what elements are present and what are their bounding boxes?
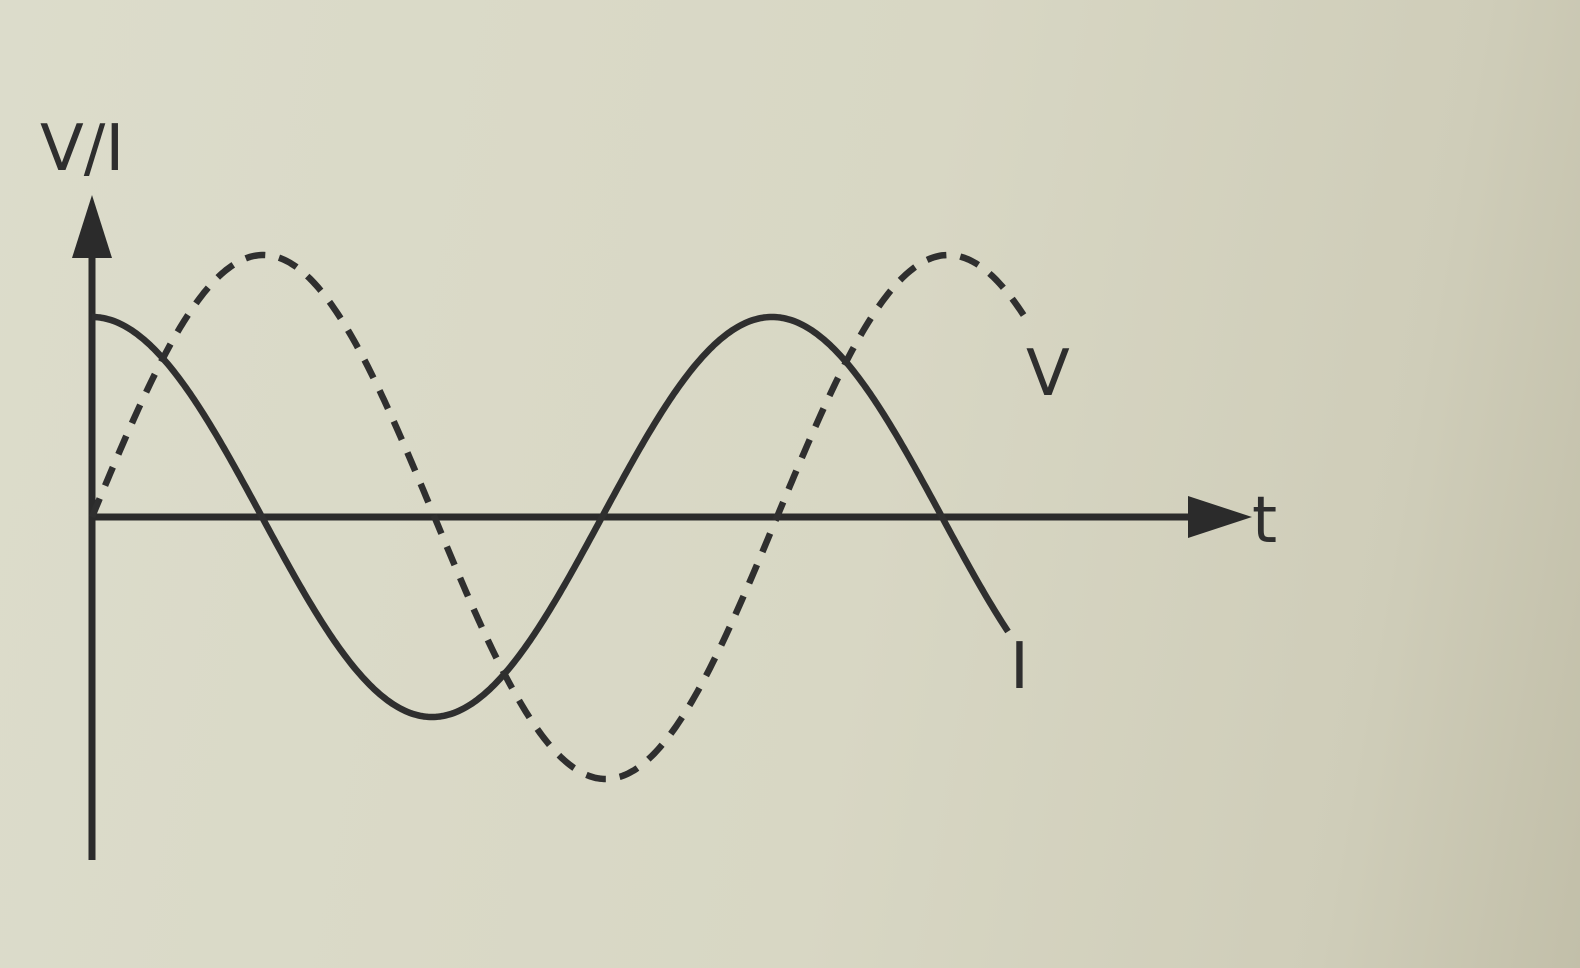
- x-axis-arrowhead: [1188, 496, 1252, 538]
- current-label: I: [1010, 630, 1029, 704]
- y-axis-label: V/I: [40, 112, 124, 186]
- x-axis-label: t: [1252, 484, 1277, 558]
- voltage-curve: [89, 251, 1033, 783]
- current-curve: [92, 313, 1011, 721]
- voltage-label: V: [1026, 337, 1070, 411]
- y-axis-arrowhead: [72, 195, 112, 258]
